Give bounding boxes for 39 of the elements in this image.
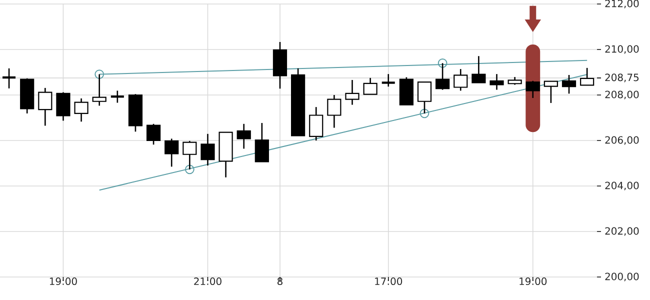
y-tick-label: 206,00 bbox=[605, 136, 639, 145]
point bbox=[94, 70, 104, 79]
y-tick-label: 202,00 bbox=[605, 227, 639, 236]
candlestick bbox=[526, 80, 540, 99]
candlestick bbox=[309, 106, 324, 142]
candlestick bbox=[56, 92, 70, 122]
point bbox=[420, 108, 430, 118]
candlestick bbox=[490, 73, 504, 90]
candlestick bbox=[164, 138, 179, 168]
candlestick bbox=[110, 90, 126, 104]
x-tick-label: 19:00 bbox=[50, 278, 77, 286]
y-tick-label: 204,00 bbox=[605, 182, 639, 190]
y-tick-label: 212,00 bbox=[605, 0, 639, 8]
candlestick bbox=[200, 133, 215, 166]
point bbox=[438, 58, 448, 68]
candlestick bbox=[363, 77, 378, 95]
candlestick bbox=[1, 68, 17, 90]
x-tick-label: 8 bbox=[277, 278, 282, 286]
y-tick-label: 208,75 bbox=[605, 74, 639, 82]
y-tick-label: 200,00 bbox=[605, 272, 639, 282]
candlestick bbox=[146, 123, 161, 146]
x-tick-label: 21:00 bbox=[194, 278, 222, 286]
candlestick bbox=[345, 79, 360, 106]
candlestick bbox=[236, 123, 251, 150]
candlestick bbox=[327, 94, 342, 128]
y-tick-label: 210,00 bbox=[605, 45, 639, 54]
x-tick-label: 17:00 bbox=[375, 278, 402, 286]
point bbox=[184, 164, 194, 174]
candlestick bbox=[74, 98, 88, 122]
candlestick bbox=[472, 55, 486, 84]
x-tick-label: 19:00 bbox=[520, 278, 547, 286]
candlestick bbox=[562, 74, 576, 94]
candlestick bbox=[544, 80, 558, 104]
y-tick-label: 208,00 bbox=[605, 90, 639, 100]
candlestick bbox=[380, 73, 396, 88]
candlestick bbox=[254, 122, 269, 162]
candlestick bbox=[580, 67, 594, 86]
candlestick bbox=[38, 87, 52, 126]
candlestick bbox=[454, 68, 468, 92]
